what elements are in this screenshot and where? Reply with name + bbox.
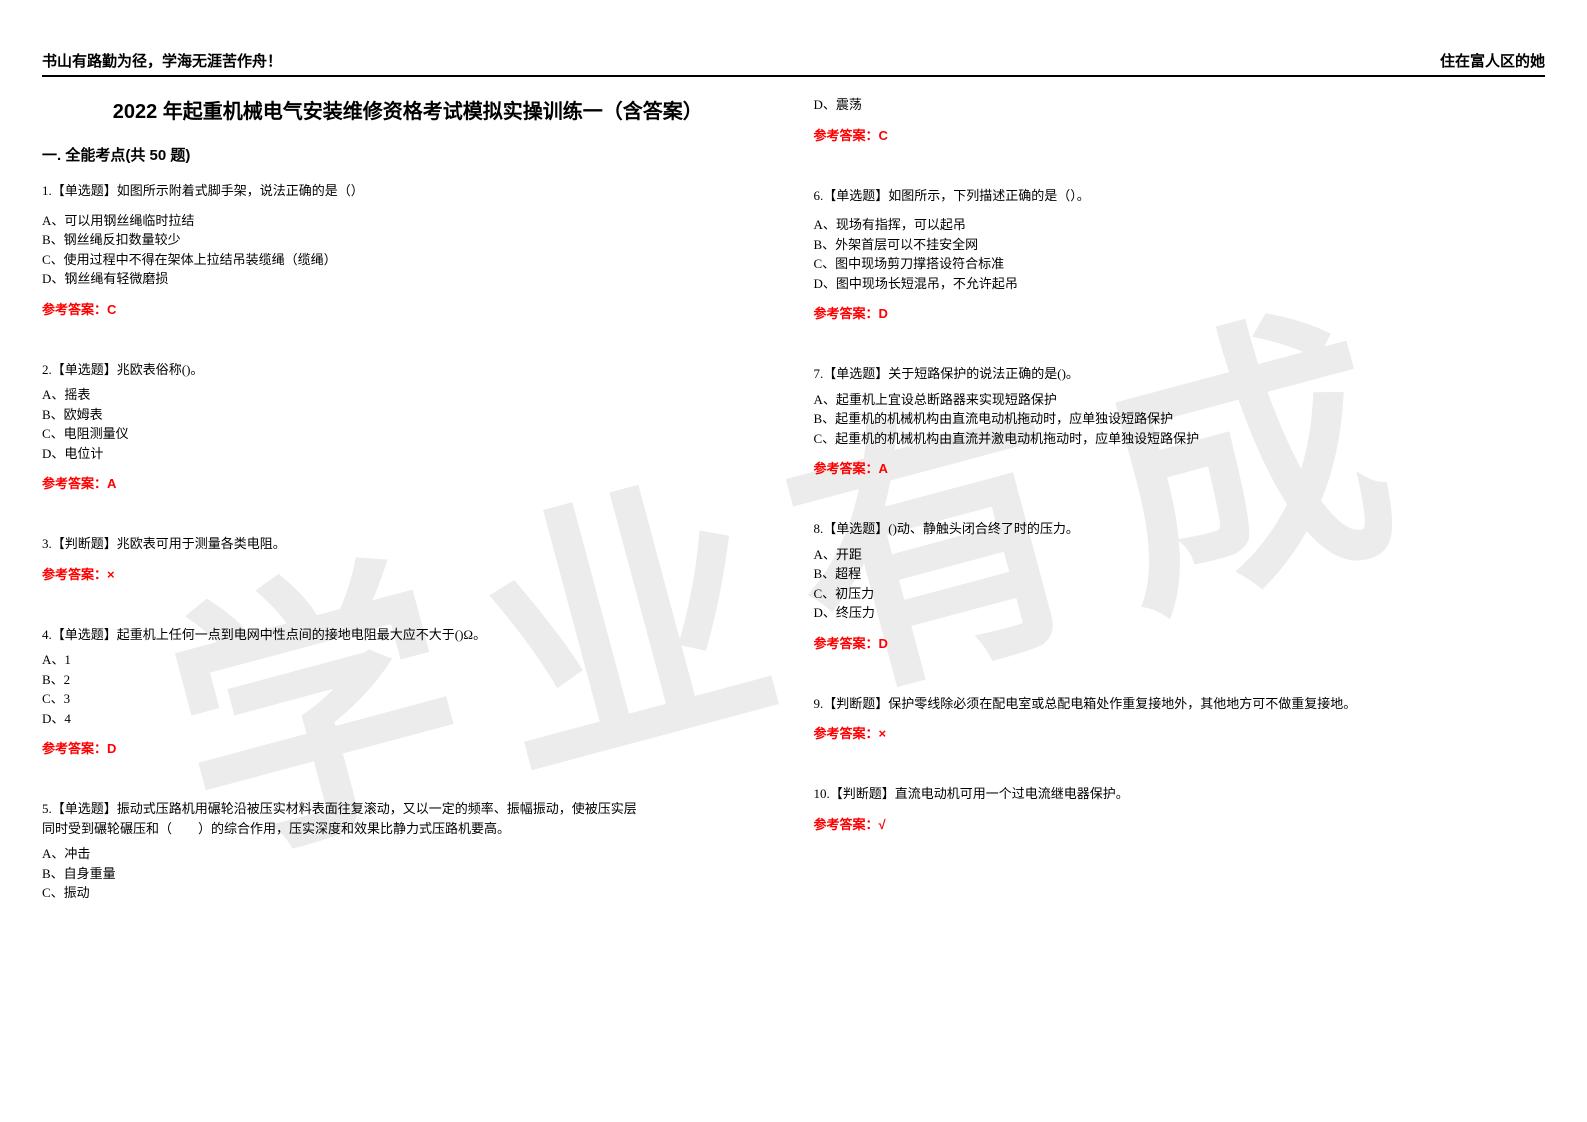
document-title: 2022 年起重机械电气安装维修资格考试模拟实操训练一（含答案） bbox=[42, 95, 774, 124]
q9-answer: 参考答案：× bbox=[814, 723, 1546, 742]
q2-option-b: B、欧姆表 bbox=[42, 405, 774, 425]
q4-option-b: B、2 bbox=[42, 670, 774, 690]
q2-stem: 2.【单选题】兆欧表俗称()。 bbox=[42, 360, 774, 380]
q7-answer: 参考答案：A bbox=[814, 458, 1546, 477]
q1-option-c: C、使用过程中不得在架体上拉结吊装缆绳（缆绳） bbox=[42, 250, 774, 270]
q7-stem: 7.【单选题】关于短路保护的说法正确的是()。 bbox=[814, 364, 1546, 384]
q7-option-b: B、起重机的机械机构由直流电动机拖动时，应单独设短路保护 bbox=[814, 409, 1546, 429]
q2-answer: 参考答案：A bbox=[42, 473, 774, 492]
q5-option-c: C、振动 bbox=[42, 883, 774, 903]
q8-stem: 8.【单选题】()动、静触头闭合终了时的压力。 bbox=[814, 519, 1546, 539]
q9-stem: 9.【判断题】保护零线除必须在配电室或总配电箱处作重复接地外，其他地方可不做重复… bbox=[814, 694, 1546, 714]
q8-answer: 参考答案：D bbox=[814, 633, 1546, 652]
q8-option-a: A、开距 bbox=[814, 545, 1546, 565]
header-bar: 书山有路勤为径，学海无涯苦作舟！ 住在富人区的她 bbox=[42, 50, 1545, 77]
two-column-layout: 2022 年起重机械电气安装维修资格考试模拟实操训练一（含答案） 一. 全能考点… bbox=[42, 95, 1545, 903]
q5-option-d: D、震荡 bbox=[814, 95, 1546, 115]
q7-option-c: C、起重机的机械机构由直流并激电动机拖动时，应单独设短路保护 bbox=[814, 429, 1546, 449]
q1-stem: 1.【单选题】如图所示附着式脚手架，说法正确的是（） bbox=[42, 181, 774, 201]
right-column: D、震荡 参考答案：C 6.【单选题】如图所示，下列描述正确的是（）。 A、现场… bbox=[814, 95, 1546, 903]
q3-stem: 3.【判断题】兆欧表可用于测量各类电阻。 bbox=[42, 534, 774, 554]
q8-option-c: C、初压力 bbox=[814, 584, 1546, 604]
q3-answer: 参考答案：× bbox=[42, 564, 774, 583]
left-column: 2022 年起重机械电气安装维修资格考试模拟实操训练一（含答案） 一. 全能考点… bbox=[42, 95, 774, 903]
q6-option-a: A、现场有指挥，可以起吊 bbox=[814, 215, 1546, 235]
q5-answer: 参考答案：C bbox=[814, 125, 1546, 144]
q4-option-a: A、1 bbox=[42, 650, 774, 670]
q7-option-a: A、起重机上宜设总断路器来实现短路保护 bbox=[814, 390, 1546, 410]
page-content: 书山有路勤为径，学海无涯苦作舟！ 住在富人区的她 2022 年起重机械电气安装维… bbox=[42, 50, 1545, 903]
q5-stem-line1: 5.【单选题】振动式压路机用碾轮沿被压实材料表面往复滚动，又以一定的频率、振幅振… bbox=[42, 799, 774, 819]
header-left-text: 书山有路勤为径，学海无涯苦作舟！ bbox=[42, 50, 282, 71]
q2-option-d: D、电位计 bbox=[42, 444, 774, 464]
q4-option-c: C、3 bbox=[42, 689, 774, 709]
q6-option-b: B、外架首层可以不挂安全网 bbox=[814, 235, 1546, 255]
q8-option-b: B、超程 bbox=[814, 564, 1546, 584]
q10-answer: 参考答案：√ bbox=[814, 814, 1546, 833]
q5-option-a: A、冲击 bbox=[42, 844, 774, 864]
q2-option-a: A、摇表 bbox=[42, 385, 774, 405]
q2-option-c: C、电阻测量仪 bbox=[42, 424, 774, 444]
q6-option-c: C、图中现场剪刀撑搭设符合标准 bbox=[814, 254, 1546, 274]
q5-option-b: B、自身重量 bbox=[42, 864, 774, 884]
q8-option-d: D、终压力 bbox=[814, 603, 1546, 623]
q10-stem: 10.【判断题】直流电动机可用一个过电流继电器保护。 bbox=[814, 784, 1546, 804]
q1-option-b: B、钢丝绳反扣数量较少 bbox=[42, 230, 774, 250]
header-right-text: 住在富人区的她 bbox=[1440, 50, 1545, 71]
q4-option-d: D、4 bbox=[42, 709, 774, 729]
q6-stem: 6.【单选题】如图所示，下列描述正确的是（）。 bbox=[814, 186, 1546, 206]
q1-answer: 参考答案：C bbox=[42, 299, 774, 318]
q5-stem-line2: 同时受到碾轮碾压和（ ）的综合作用，压实深度和效果比静力式压路机要高。 bbox=[42, 819, 774, 839]
q6-option-d: D、图中现场长短混吊，不允许起吊 bbox=[814, 274, 1546, 294]
q6-answer: 参考答案：D bbox=[814, 303, 1546, 322]
q1-option-d: D、钢丝绳有轻微磨损 bbox=[42, 269, 774, 289]
q1-option-a: A、可以用钢丝绳临时拉结 bbox=[42, 211, 774, 231]
section-heading: 一. 全能考点(共 50 题) bbox=[42, 144, 774, 165]
q4-stem: 4.【单选题】起重机上任何一点到电网中性点间的接地电阻最大应不大于()Ω。 bbox=[42, 625, 774, 645]
q4-answer: 参考答案：D bbox=[42, 738, 774, 757]
